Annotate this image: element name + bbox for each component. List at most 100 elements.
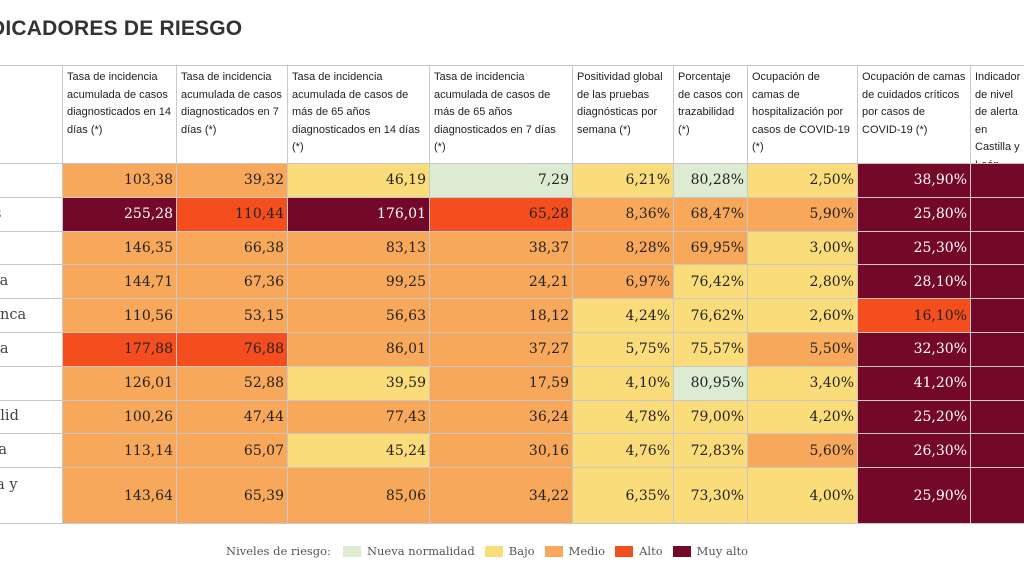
table-grid: rinciaTasa de incidencia acumulada de ca…	[0, 65, 1024, 525]
table-cell: 38,90%	[858, 164, 971, 198]
legend-title: Niveles de riesgo:	[226, 544, 331, 558]
table-cell: 39,32	[177, 164, 288, 198]
table-cell	[971, 468, 1024, 525]
table-cell: 76,42%	[674, 265, 748, 300]
table-cell: 72,83%	[674, 434, 748, 469]
table-cell: 53,15	[177, 299, 288, 333]
table-cell	[971, 265, 1024, 300]
table-cell: 4,76%	[573, 434, 674, 469]
table-cell	[971, 299, 1024, 333]
table-cell: 3,00%	[748, 231, 858, 266]
table-cell: 255,28	[63, 197, 177, 232]
table-cell: 6,35%	[573, 468, 674, 525]
table-cell	[971, 434, 1024, 469]
legend-swatch	[544, 545, 563, 557]
legend-swatch	[342, 545, 361, 557]
table-cell: 177,88	[63, 332, 177, 367]
header-indicator-2: Tasa de incidencia acumulada de casos di…	[177, 66, 288, 164]
table-cell	[971, 400, 1024, 435]
table-cell: 3,40%	[748, 366, 858, 401]
table-cell: 110,44	[177, 197, 288, 232]
table-cell: 67,36	[177, 265, 288, 300]
legend-label: Bajo	[508, 544, 535, 558]
table-cell: 83,13	[288, 231, 430, 266]
table-cell: 8,36%	[573, 197, 674, 232]
legend-label: Muy alto	[696, 544, 749, 558]
table-cell: 65,39	[177, 468, 288, 525]
table-cell: 113,14	[63, 434, 177, 469]
header-indicator-8: Ocupación de camas de cuidados críticos …	[858, 66, 971, 164]
header-indicator-1: Tasa de incidencia acumulada de casos di…	[63, 66, 177, 164]
province-name: ria	[0, 366, 63, 401]
table-cell: 56,63	[288, 299, 430, 333]
province-name: la	[0, 164, 63, 198]
table-cell: 5,75%	[573, 332, 674, 367]
table-cell: 76,62%	[674, 299, 748, 333]
table-cell: 80,28%	[674, 164, 748, 198]
table-cell: 99,25	[288, 265, 430, 300]
legend-swatch	[615, 545, 634, 557]
legend-label: Nueva normalidad	[366, 544, 475, 558]
table-cell: 25,20%	[858, 400, 971, 435]
table-cell: 69,95%	[674, 231, 748, 266]
header-indicator-9: Indicador de nivel de alerta en Castilla…	[971, 66, 1024, 164]
table-cell	[971, 197, 1024, 232]
province-name: ón	[0, 231, 63, 266]
header-indicator-6: Porcentaje de casos con trazabilidad (*)	[674, 66, 748, 164]
table-cell: 4,10%	[573, 366, 674, 401]
table-cell	[971, 332, 1024, 367]
province-name: stilla y ón	[0, 468, 63, 525]
header-indicator-7: Ocupación de camas de hospitalización po…	[748, 66, 858, 164]
table-cell: 46,19	[288, 164, 430, 198]
table-cell: 85,06	[288, 468, 430, 525]
table-cell: 176,01	[288, 197, 430, 232]
table-cell: 5,90%	[748, 197, 858, 232]
page-title: DICADORES DE RIESGO	[0, 17, 243, 40]
legend-swatch	[484, 545, 503, 557]
table-cell: 8,28%	[573, 231, 674, 266]
table-cell: 25,30%	[858, 231, 971, 266]
table-cell: 47,44	[177, 400, 288, 435]
table-cell: 32,30%	[858, 332, 971, 367]
table-cell	[971, 366, 1024, 401]
legend-label: Medio	[568, 544, 606, 558]
table-cell: 4,20%	[748, 400, 858, 435]
table-cell: 36,24	[430, 400, 573, 435]
table-cell: 34,22	[430, 468, 573, 525]
table-cell: 7,29	[430, 164, 573, 198]
table-cell: 4,00%	[748, 468, 858, 525]
table-cell: 2,80%	[748, 265, 858, 300]
table-cell: 5,50%	[748, 332, 858, 367]
header-indicator-3: Tasa de incidencia acumulada de casos de…	[288, 66, 430, 164]
province-name: govia	[0, 332, 63, 367]
table-cell: 17,59	[430, 366, 573, 401]
risk-indicators-table: rinciaTasa de incidencia acumulada de ca…	[0, 65, 1024, 525]
table-cell: 24,21	[430, 265, 573, 300]
table-cell: 65,07	[177, 434, 288, 469]
table-cell: 6,97%	[573, 265, 674, 300]
table-cell: 4,24%	[573, 299, 674, 333]
table-cell: 66,38	[177, 231, 288, 266]
table-cell: 126,01	[63, 366, 177, 401]
table-cell: 146,35	[63, 231, 177, 266]
header-province: rincia	[0, 66, 63, 164]
province-name: ladolid	[0, 400, 63, 435]
table-cell: 4,78%	[573, 400, 674, 435]
table-cell	[971, 164, 1024, 198]
province-name: amanca	[0, 299, 63, 333]
province-name: mora	[0, 434, 63, 469]
table-cell: 37,27	[430, 332, 573, 367]
table-cell: 79,00%	[674, 400, 748, 435]
table-cell: 52,88	[177, 366, 288, 401]
table-cell: 143,64	[63, 468, 177, 525]
table-cell: 86,01	[288, 332, 430, 367]
table-cell: 26,30%	[858, 434, 971, 469]
legend-swatch	[672, 545, 691, 557]
province-name: rgos	[0, 197, 63, 232]
table-cell: 18,12	[430, 299, 573, 333]
table-cell: 5,60%	[748, 434, 858, 469]
table-cell: 100,26	[63, 400, 177, 435]
province-name: encia	[0, 265, 63, 300]
legend-label: Alto	[639, 544, 663, 558]
risk-legend: Niveles de riesgo: Nueva normalidad Bajo M…	[226, 544, 748, 558]
